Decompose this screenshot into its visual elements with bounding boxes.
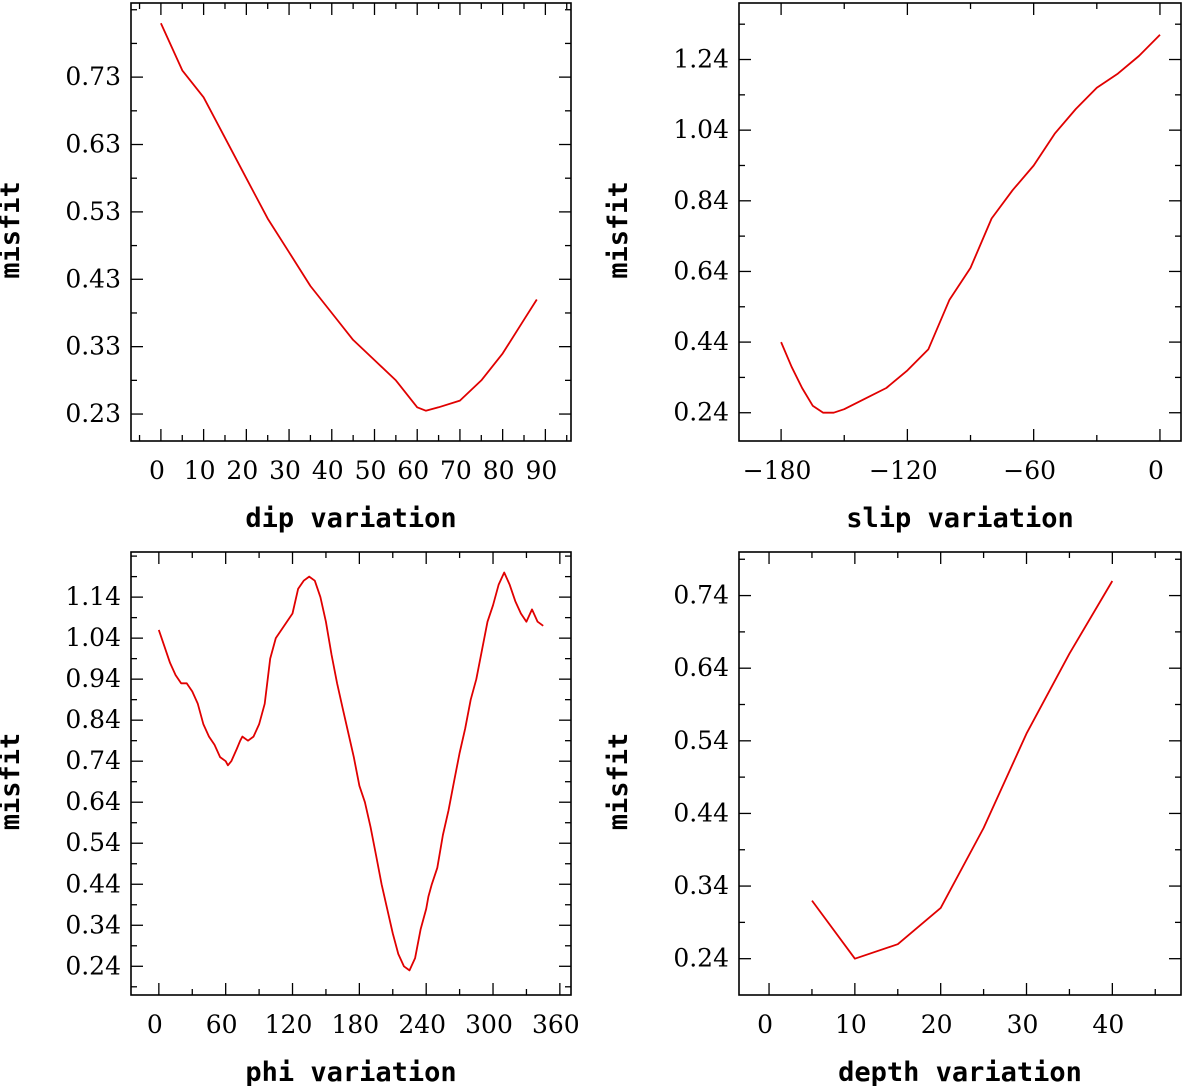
y-tick-label: 0.74: [673, 581, 729, 610]
y-tick-label: 0.94: [65, 664, 121, 693]
x-tick-label: 50: [355, 456, 387, 485]
x-tick-label: 0: [149, 456, 165, 485]
y-axis-label: misfit: [603, 733, 634, 831]
x-tick-label: 30: [1007, 1010, 1039, 1039]
y-axis-label: misfit: [603, 181, 634, 279]
series-line-misfit: [780, 34, 1161, 414]
x-tick-label: 20: [226, 456, 258, 485]
x-axis-label: phi variation: [245, 1057, 456, 1086]
y-tick-label: 0.84: [65, 705, 121, 734]
x-tick-label: 300: [465, 1010, 513, 1039]
x-tick-label: 70: [440, 456, 472, 485]
x-tick-label: 0: [1148, 456, 1164, 485]
x-tick-label: 120: [265, 1010, 313, 1039]
y-tick-label: 0.24: [673, 398, 729, 427]
y-tick-label: 0.34: [65, 910, 121, 939]
y-tick-label: 0.33: [65, 332, 121, 361]
plot-frame: [130, 2, 572, 442]
y-tick-label: 0.24: [65, 951, 121, 980]
series-line-misfit: [811, 580, 1114, 960]
panel-depth: 0.24 0.34 0.44 0.54 0.64 0.74 0 10 20 30 40 depth v…: [603, 551, 1182, 1086]
y-axis-label: misfit: [0, 181, 26, 279]
y-tick-label: 1.14: [65, 582, 121, 611]
plot-frame: [738, 2, 1182, 442]
y-tick-label: 0.44: [673, 327, 729, 356]
x-tick-label: 80: [483, 456, 515, 485]
panel-slip: 0.24 0.44 0.64 0.84 1.04 1.24 −180 −120 −60 0 slip…: [603, 2, 1182, 534]
y-tick-label: 0.23: [65, 399, 121, 428]
y-tick-label: 0.84: [673, 186, 729, 215]
x-axis-label: dip variation: [245, 503, 456, 534]
series-line-misfit: [160, 22, 538, 412]
plot-frame: [130, 551, 572, 996]
y-tick-label: 1.04: [673, 115, 729, 144]
x-tick-label: 30: [269, 456, 301, 485]
x-tick-label: 40: [312, 456, 344, 485]
x-tick-label: 360: [532, 1010, 580, 1039]
x-tick-label: −120: [869, 456, 938, 485]
y-tick-label: 0.64: [673, 256, 729, 285]
y-tick-label: 0.53: [65, 197, 121, 226]
series-line-misfit: [157, 571, 544, 972]
x-tick-label: 180: [331, 1010, 379, 1039]
x-tick-label: 240: [398, 1010, 446, 1039]
y-axis-label: misfit: [0, 733, 26, 831]
y-tick-label: 0.34: [673, 871, 729, 900]
x-tick-label: 20: [921, 1010, 953, 1039]
y-tick-label: 0.54: [673, 726, 729, 755]
y-tick-label: 1.04: [65, 623, 121, 652]
y-tick-label: 0.44: [65, 869, 121, 898]
x-axis-label: depth variation: [838, 1057, 1082, 1086]
y-tick-label: 0.64: [65, 787, 121, 816]
x-tick-label: 0: [757, 1010, 773, 1039]
x-tick-label: 10: [184, 456, 216, 485]
panel-dip: 0.23 0.33 0.43 0.53 0.63 0.73 0 10 20 30 40 50 60 70 8…: [0, 2, 572, 534]
y-tick-label: 0.43: [65, 264, 121, 293]
panel-phi: 0.24 0.34 0.44 0.54 0.64 0.74 0.84 0.94 1.04 1.14…: [0, 551, 580, 1086]
y-tick-label: 0.63: [65, 130, 121, 159]
y-tick-label: 0.74: [65, 746, 121, 775]
x-tick-label: −180: [743, 456, 812, 485]
y-tick-label: 0.44: [673, 798, 729, 827]
y-tick-label: 0.73: [65, 62, 121, 91]
x-tick-label: −60: [1003, 456, 1056, 485]
x-tick-label: 60: [206, 1010, 238, 1039]
x-axis-label: slip variation: [846, 503, 1074, 534]
x-tick-label: 60: [397, 456, 429, 485]
y-tick-label: 0.54: [65, 828, 121, 857]
y-tick-label: 0.64: [673, 653, 729, 682]
y-tick-label: 1.24: [673, 45, 729, 74]
x-tick-label: 40: [1092, 1010, 1124, 1039]
x-tick-label: 10: [835, 1010, 867, 1039]
x-tick-label: 90: [525, 456, 557, 485]
plot-frame: [738, 551, 1182, 996]
y-tick-label: 0.24: [673, 944, 729, 973]
x-tick-label: 0: [147, 1010, 163, 1039]
